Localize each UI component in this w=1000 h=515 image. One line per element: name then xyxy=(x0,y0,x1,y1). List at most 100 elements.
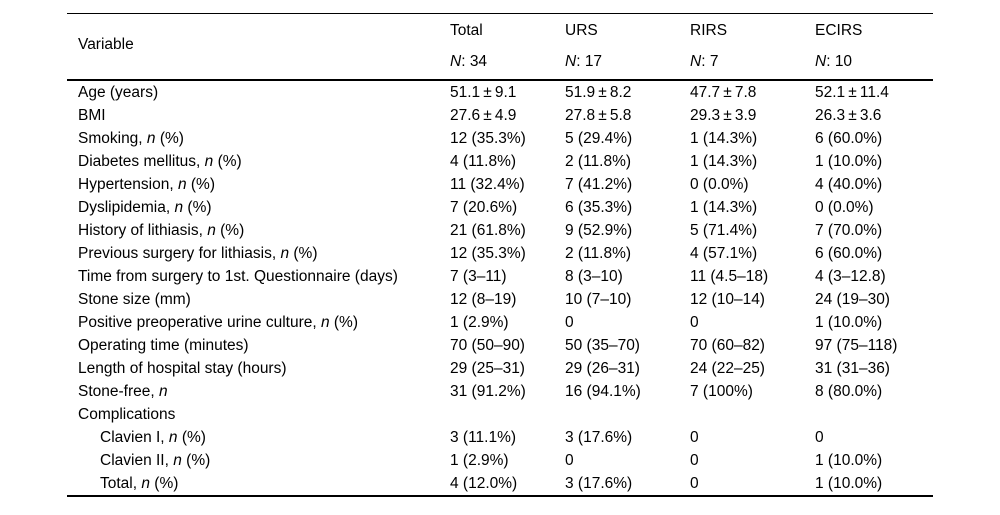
table-row: Stone size (mm) 12 (8–19) 10 (7–10) 12 (… xyxy=(67,288,933,311)
cell-value-ecirs: 4 (3–12.8) xyxy=(815,268,886,285)
cell-value-urs: 5 (29.4%) xyxy=(565,130,633,147)
table-row: Positive preoperative urine culture, n (… xyxy=(67,311,933,334)
n-count: : 7 xyxy=(701,53,719,70)
n-count: : 10 xyxy=(826,53,853,70)
cell-value-urs xyxy=(565,403,690,426)
table-row: Clavien II, n (%) 1 (2.9%) 0 0 1 (10.0%) xyxy=(67,449,933,472)
cell-value-total: 11 (32.4%) xyxy=(450,176,525,193)
table-row: Previous surgery for lithiasis, n (%) 12… xyxy=(67,242,933,265)
table-row: BMI 27.6 ± 4.9 27.8 ± 5.8 29.3 ± 3.9 26.… xyxy=(67,104,933,127)
row-label: Previous surgery for lithiasis, n (%) xyxy=(78,245,318,262)
table-row: Hypertension, n (%) 11 (32.4%) 7 (41.2%)… xyxy=(67,173,933,196)
row-label: Operating time (minutes) xyxy=(78,337,249,354)
cell-value-urs: 3 (17.6%) xyxy=(565,429,633,446)
cell-value-total xyxy=(450,403,565,426)
cell-value-ecirs xyxy=(815,403,933,426)
cell-value-urs: 10 (7–10) xyxy=(565,291,632,308)
column-header-total: Total N: 34 xyxy=(450,14,565,79)
cell-value-rirs: 12 (10–14) xyxy=(690,291,765,308)
cell-value-total: 27.6 ± 4.9 xyxy=(450,107,517,124)
table-row: Complications xyxy=(67,403,933,426)
cell-value-ecirs: 24 (19–30) xyxy=(815,291,890,308)
n-count: : 34 xyxy=(461,53,488,70)
cell-value-urs: 16 (94.1%) xyxy=(565,383,641,400)
cell-value-ecirs: 0 (0.0%) xyxy=(815,199,874,216)
row-label: BMI xyxy=(78,107,106,124)
cell-value-total: 29 (25–31) xyxy=(450,360,525,377)
cell-value-rirs: 7 (100%) xyxy=(690,383,753,400)
table-row: Diabetes mellitus, n (%) 4 (11.8%) 2 (11… xyxy=(67,150,933,173)
cell-value-urs: 6 (35.3%) xyxy=(565,199,633,216)
ecirs-column-n: N: 10 xyxy=(815,47,933,76)
row-label: Diabetes mellitus, n (%) xyxy=(78,153,242,170)
table-row: Total, n (%) 4 (12.0%) 3 (17.6%) 0 1 (10… xyxy=(67,472,933,495)
cell-value-ecirs: 31 (31–36) xyxy=(815,360,890,377)
cell-value-total: 7 (20.6%) xyxy=(450,199,518,216)
patient-characteristics-table: Variable Total N: 34 URS N: 17 RIRS N: 7… xyxy=(67,13,933,497)
cell-value-urs: 0 xyxy=(565,314,574,331)
row-label: Complications xyxy=(78,406,176,423)
cell-value-rirs xyxy=(690,403,815,426)
cell-value-urs: 0 xyxy=(565,452,574,469)
n-symbol: N xyxy=(450,53,462,70)
cell-value-rirs: 4 (57.1%) xyxy=(690,245,758,262)
cell-value-urs: 50 (35–70) xyxy=(565,337,640,354)
cell-value-total: 4 (11.8%) xyxy=(450,153,517,170)
cell-value-urs: 51.9 ± 8.2 xyxy=(565,84,632,101)
urs-column-n: N: 17 xyxy=(565,47,690,76)
cell-value-ecirs: 1 (10.0%) xyxy=(815,314,883,331)
row-label: Length of hospital stay (hours) xyxy=(78,360,287,377)
ecirs-column-title: ECIRS xyxy=(815,22,863,39)
row-label: Stone size (mm) xyxy=(78,291,191,308)
cell-value-total: 12 (35.3%) xyxy=(450,130,526,147)
cell-value-rirs: 29.3 ± 3.9 xyxy=(690,107,757,124)
table-row: Stone-free, n 31 (91.2%) 16 (94.1%) 7 (1… xyxy=(67,380,933,403)
total-column-n: N: 34 xyxy=(450,47,565,76)
row-label: Age (years) xyxy=(78,84,159,101)
cell-value-total: 1 (2.9%) xyxy=(450,452,509,469)
table-body: Age (years) 51.1 ± 9.1 51.9 ± 8.2 47.7 ±… xyxy=(67,81,933,497)
cell-value-ecirs: 52.1 ± 11.4 xyxy=(815,84,889,101)
cell-value-rirs: 47.7 ± 7.8 xyxy=(690,84,757,101)
cell-value-urs: 27.8 ± 5.8 xyxy=(565,107,632,124)
urs-column-title: URS xyxy=(565,22,598,39)
table-row: Clavien I, n (%) 3 (11.1%) 3 (17.6%) 0 0 xyxy=(67,426,933,449)
cell-value-rirs: 0 xyxy=(690,475,699,492)
row-label: Dyslipidemia, n (%) xyxy=(78,199,212,216)
n-count: : 17 xyxy=(576,53,603,70)
cell-value-rirs: 0 xyxy=(690,452,699,469)
table-row: Time from surgery to 1st. Questionnaire … xyxy=(67,265,933,288)
cell-value-total: 7 (3–11) xyxy=(450,268,507,285)
cell-value-ecirs: 6 (60.0%) xyxy=(815,130,883,147)
cell-value-urs: 7 (41.2%) xyxy=(565,176,633,193)
cell-value-rirs: 24 (22–25) xyxy=(690,360,765,377)
cell-value-ecirs: 1 (10.0%) xyxy=(815,153,883,170)
cell-value-urs: 29 (26–31) xyxy=(565,360,640,377)
cell-value-urs: 2 (11.8%) xyxy=(565,153,632,170)
cell-value-ecirs: 97 (75–118) xyxy=(815,337,898,354)
rirs-column-n: N: 7 xyxy=(690,47,815,76)
n-symbol: N xyxy=(565,53,577,70)
row-label: Clavien II, n (%) xyxy=(100,452,211,469)
row-label: Stone-free, n xyxy=(78,383,168,400)
cell-value-rirs: 1 (14.3%) xyxy=(690,199,758,216)
cell-value-rirs: 0 xyxy=(690,314,699,331)
column-header-ecirs: ECIRS N: 10 xyxy=(815,14,933,79)
n-symbol: N xyxy=(815,53,827,70)
table-row: Smoking, n (%) 12 (35.3%) 5 (29.4%) 1 (1… xyxy=(67,127,933,150)
cell-value-total: 1 (2.9%) xyxy=(450,314,509,331)
row-label: Hypertension, n (%) xyxy=(78,176,215,193)
cell-value-rirs: 1 (14.3%) xyxy=(690,130,758,147)
cell-value-ecirs: 26.3 ± 3.6 xyxy=(815,107,882,124)
cell-value-total: 31 (91.2%) xyxy=(450,383,526,400)
cell-value-ecirs: 1 (10.0%) xyxy=(815,452,883,469)
cell-value-ecirs: 0 xyxy=(815,429,824,446)
cell-value-urs: 3 (17.6%) xyxy=(565,475,633,492)
table-row: History of lithiasis, n (%) 21 (61.8%) 9… xyxy=(67,219,933,242)
total-column-title: Total xyxy=(450,22,483,39)
cell-value-ecirs: 7 (70.0%) xyxy=(815,222,883,239)
row-label: History of lithiasis, n (%) xyxy=(78,222,245,239)
cell-value-total: 21 (61.8%) xyxy=(450,222,526,239)
column-header-variable: Variable xyxy=(67,14,450,79)
row-label: Clavien I, n (%) xyxy=(100,429,206,446)
